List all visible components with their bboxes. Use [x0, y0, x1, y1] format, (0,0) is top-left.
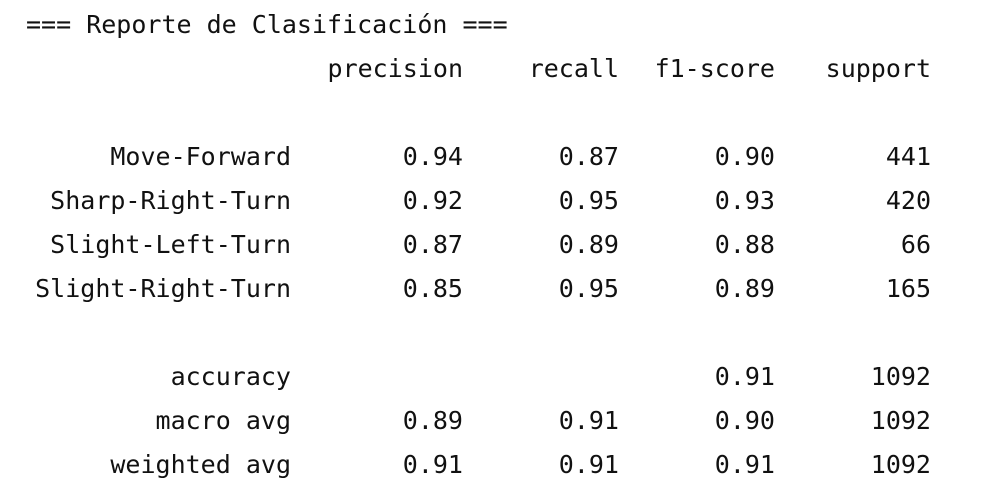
- row-label: accuracy: [170, 362, 291, 391]
- precision-value: 0.85: [402, 274, 463, 303]
- recall-value: 0.91: [558, 450, 619, 479]
- table-row: Sharp-Right-Turn 0.92 0.95 0.93 420: [0, 181, 990, 221]
- precision-value: 0.87: [402, 230, 463, 259]
- precision-value: 0.89: [402, 406, 463, 435]
- row-label: Sharp-Right-Turn: [50, 186, 291, 215]
- header-support: support: [825, 54, 931, 83]
- support-value: 1092: [870, 362, 931, 391]
- table-row: Slight-Right-Turn 0.85 0.95 0.89 165: [0, 269, 990, 309]
- table-row: Slight-Left-Turn 0.87 0.89 0.88 66: [0, 225, 990, 265]
- f1-score-value: 0.90: [714, 142, 775, 171]
- recall-value: 0.89: [558, 230, 619, 259]
- support-value: 1092: [870, 406, 931, 435]
- precision-value: 0.94: [402, 142, 463, 171]
- precision-value: 0.92: [402, 186, 463, 215]
- table-row: Move-Forward 0.94 0.87 0.90 441: [0, 137, 990, 177]
- accuracy-row: accuracy 0.91 1092: [0, 357, 990, 397]
- f1-score-value: 0.91: [714, 450, 775, 479]
- f1-score-value: 0.93: [714, 186, 775, 215]
- support-value: 1092: [870, 450, 931, 479]
- recall-value: 0.91: [558, 406, 619, 435]
- weighted-avg-row: weighted avg 0.91 0.91 0.91 1092: [0, 445, 990, 485]
- support-value: 165: [885, 274, 931, 303]
- f1-score-value: 0.88: [714, 230, 775, 259]
- header-precision: precision: [327, 54, 463, 83]
- row-label: Move-Forward: [110, 142, 291, 171]
- report-title-line: === Reporte de Clasificación ===: [0, 5, 990, 45]
- header-row: precision recall f1-score support: [0, 49, 990, 89]
- report-title: === Reporte de Clasificación ===: [26, 10, 508, 39]
- f1-score-value: 0.90: [714, 406, 775, 435]
- header-f1-score: f1-score: [654, 54, 775, 83]
- row-label: Slight-Left-Turn: [50, 230, 291, 259]
- support-value: 66: [900, 230, 931, 259]
- precision-value: 0.91: [402, 450, 463, 479]
- recall-value: 0.87: [558, 142, 619, 171]
- support-value: 441: [885, 142, 931, 171]
- f1-score-value: 0.91: [714, 362, 775, 391]
- row-label: weighted avg: [110, 450, 291, 479]
- row-label: macro avg: [155, 406, 291, 435]
- row-label: Slight-Right-Turn: [35, 274, 291, 303]
- support-value: 420: [885, 186, 931, 215]
- macro-avg-row: macro avg 0.89 0.91 0.90 1092: [0, 401, 990, 441]
- header-recall: recall: [528, 54, 619, 83]
- recall-value: 0.95: [558, 274, 619, 303]
- recall-value: 0.95: [558, 186, 619, 215]
- f1-score-value: 0.89: [714, 274, 775, 303]
